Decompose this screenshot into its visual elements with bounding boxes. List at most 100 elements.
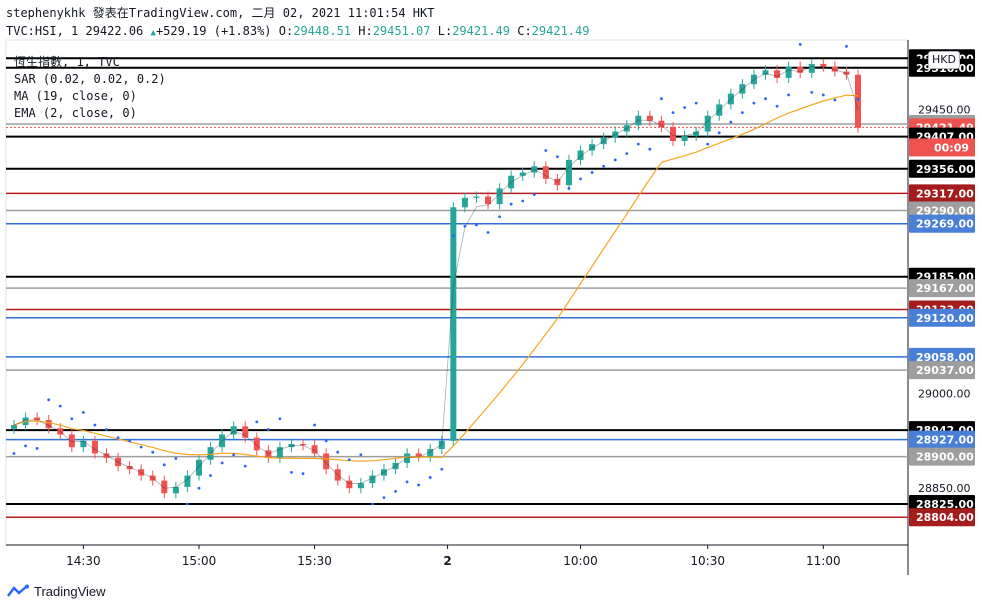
price-tag bbox=[909, 279, 975, 298]
sar-dot bbox=[625, 152, 629, 156]
candle-body bbox=[253, 437, 260, 451]
sar-dot bbox=[324, 439, 328, 443]
candle-body bbox=[658, 120, 665, 128]
candle bbox=[519, 167, 526, 181]
sar-dot bbox=[706, 142, 710, 146]
candle bbox=[681, 130, 688, 147]
candle bbox=[126, 461, 133, 475]
sar-dot bbox=[139, 445, 143, 449]
candle-body bbox=[276, 447, 283, 458]
candle-body bbox=[589, 144, 596, 151]
candle-body bbox=[577, 150, 584, 160]
time-tick-label: 10:00 bbox=[563, 554, 598, 568]
sar-dot bbox=[833, 98, 837, 102]
price-tag bbox=[909, 430, 975, 449]
candle-body bbox=[265, 450, 272, 458]
candle bbox=[496, 183, 503, 210]
legend-title[interactable]: 恆生指數, 1, TVC bbox=[14, 55, 120, 69]
candle bbox=[380, 464, 387, 481]
candle-body bbox=[531, 166, 538, 173]
sar-dot bbox=[845, 44, 848, 48]
sar-dot bbox=[266, 428, 270, 431]
candle-body bbox=[785, 66, 792, 78]
candle-body bbox=[323, 453, 330, 470]
sar-dot bbox=[405, 480, 409, 484]
legend-ma[interactable]: MA (19, close, 0) bbox=[14, 89, 137, 103]
sar-dot bbox=[174, 457, 178, 460]
legend-sar[interactable]: SAR (0.02, 0.02, 0.2) bbox=[14, 72, 166, 86]
candle-body bbox=[80, 440, 87, 448]
price-tag bbox=[909, 159, 975, 178]
candle bbox=[276, 442, 283, 463]
candle bbox=[739, 79, 746, 99]
candle bbox=[57, 423, 64, 440]
candle-body bbox=[820, 63, 827, 67]
legend-ema[interactable]: EMA (2, close, 0) bbox=[14, 106, 137, 120]
chart-grid bbox=[5, 39, 909, 575]
low-label: L: bbox=[437, 24, 453, 38]
candle bbox=[450, 202, 457, 446]
close-value: 29421.49 bbox=[531, 24, 590, 38]
candle bbox=[68, 429, 75, 453]
sar-dot bbox=[463, 224, 467, 228]
candle bbox=[820, 58, 827, 72]
price-tag-label: 29356.00 bbox=[916, 163, 974, 176]
sar-dot bbox=[301, 472, 305, 476]
sar-dot bbox=[856, 97, 860, 101]
ma-line bbox=[13, 94, 859, 462]
candle-body bbox=[230, 426, 237, 435]
candle bbox=[230, 421, 237, 440]
sar-dot bbox=[475, 223, 478, 227]
sar-dot bbox=[694, 101, 698, 105]
candle bbox=[508, 170, 515, 194]
candle bbox=[785, 61, 792, 83]
candle-body bbox=[34, 417, 41, 421]
price-tag-label: 29120.00 bbox=[916, 312, 974, 325]
candle-body bbox=[91, 440, 98, 454]
candle-body bbox=[681, 135, 688, 141]
sar-dot bbox=[555, 155, 559, 159]
candle bbox=[392, 457, 399, 475]
candle bbox=[138, 464, 145, 481]
candle-body bbox=[808, 63, 815, 73]
sar-dot bbox=[428, 476, 432, 479]
candle-body bbox=[855, 74, 861, 128]
candle-body bbox=[612, 131, 619, 138]
candle-body bbox=[750, 74, 757, 85]
candle-body bbox=[404, 453, 411, 463]
study-legend: 恆生指數, 1, TVC SAR (0.02, 0.02, 0.2) MA (19,… bbox=[14, 54, 166, 122]
time-axis: 14:30 15:00 15:30 2 10:00 10:30 11:00 bbox=[66, 545, 841, 568]
candle-body bbox=[115, 457, 122, 467]
candle-body bbox=[623, 125, 630, 132]
sar-dot bbox=[821, 93, 825, 97]
sar-dot bbox=[486, 231, 490, 234]
sar-dot bbox=[602, 164, 606, 168]
sar-dot bbox=[567, 186, 571, 190]
candle-body bbox=[369, 475, 376, 484]
tradingview-logo: TradingView bbox=[6, 582, 106, 600]
candle bbox=[45, 414, 52, 434]
price-tag bbox=[909, 214, 975, 233]
sar-dot bbox=[417, 483, 421, 487]
candle-body bbox=[57, 428, 64, 435]
sar-dot bbox=[255, 420, 259, 424]
sar-dot bbox=[579, 177, 582, 181]
sar-dot bbox=[394, 489, 397, 493]
sar-dot bbox=[440, 467, 444, 471]
candle-body bbox=[646, 115, 653, 121]
price-tag bbox=[909, 361, 975, 380]
brand-name: TradingView bbox=[34, 583, 106, 599]
sar-dot bbox=[128, 439, 132, 443]
currency-badge[interactable]: HKD bbox=[928, 51, 960, 69]
candle bbox=[161, 475, 168, 499]
last-price: 29422.06 bbox=[85, 24, 144, 38]
sar-dot bbox=[613, 158, 617, 162]
sar-dot bbox=[47, 398, 51, 402]
sar-dot bbox=[209, 474, 212, 477]
sar-dot bbox=[347, 458, 351, 462]
candle-body bbox=[508, 175, 515, 189]
candle bbox=[612, 126, 619, 143]
sar-dot bbox=[58, 404, 62, 408]
sar-dot bbox=[359, 453, 363, 457]
